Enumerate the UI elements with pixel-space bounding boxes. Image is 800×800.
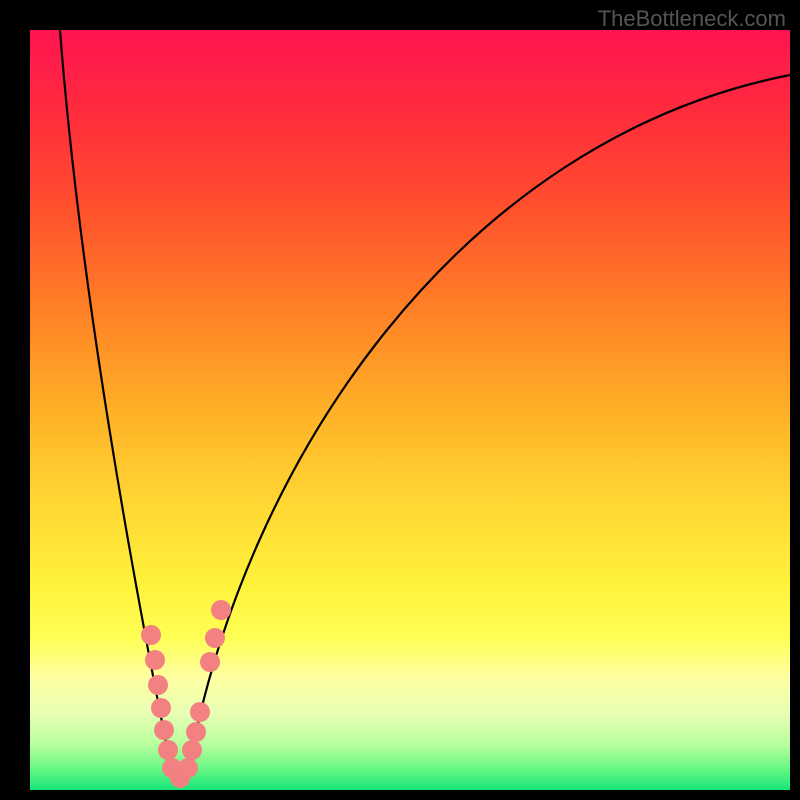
bottleneck-curve [60,30,790,776]
curve-marker [200,652,220,672]
chart-container: TheBottleneck.com [0,0,800,800]
plot-area [30,30,790,790]
bottleneck-curve-layer [30,30,790,790]
curve-marker [211,600,231,620]
curve-marker [190,702,210,722]
watermark-text: TheBottleneck.com [598,6,786,32]
curve-marker [145,650,165,670]
curve-marker [158,740,178,760]
curve-markers [141,600,231,788]
curve-marker [154,720,174,740]
curve-marker [182,740,202,760]
curve-marker [151,698,171,718]
curve-marker [178,758,198,778]
curve-marker [141,625,161,645]
curve-marker [186,722,206,742]
curve-marker [205,628,225,648]
curve-marker [148,675,168,695]
